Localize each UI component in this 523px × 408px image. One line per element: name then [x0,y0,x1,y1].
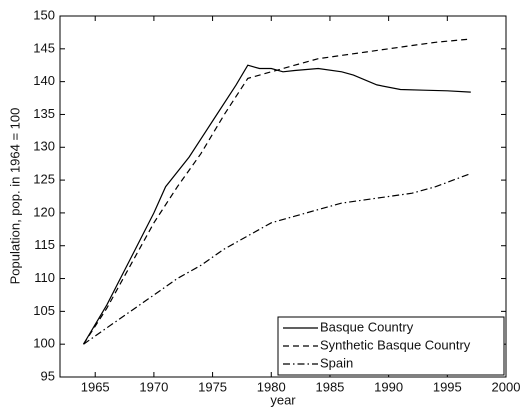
x-tick-label: 1995 [433,379,462,394]
x-tick-label: 1990 [374,379,403,394]
x-tick-label: 2000 [492,379,521,394]
y-tick-label: 105 [33,303,55,318]
series-line [83,172,472,345]
y-tick-label: 115 [34,237,55,252]
series-line [82,38,471,345]
legend-label: Basque Country [320,319,414,334]
x-tick-label: 1985 [315,379,344,394]
y-tick-label: 150 [33,7,55,22]
y-tick-label: 95 [41,368,55,383]
y-axis-label: Population, pop. in 1964 = 100 [7,108,22,285]
y-tick-label: 145 [33,40,55,55]
x-tick-label: 1970 [139,379,168,394]
series-line [82,64,471,345]
legend-label: Synthetic Basque Country [320,337,471,352]
y-tick-label: 100 [33,336,55,351]
x-axis-label: year [270,392,296,407]
plot-frame [59,15,507,378]
x-tick-label: 1975 [198,379,227,394]
y-tick-label: 135 [33,106,55,121]
y-tick-label: 120 [33,204,55,219]
y-tick-label: 130 [33,139,55,154]
y-tick-label: 110 [34,270,55,285]
y-tick-label: 125 [33,172,55,187]
x-tick-label: 1980 [257,379,286,394]
x-tick-label: 1965 [81,379,110,394]
legend-label: Spain [320,355,353,370]
y-tick-label: 140 [33,73,55,88]
